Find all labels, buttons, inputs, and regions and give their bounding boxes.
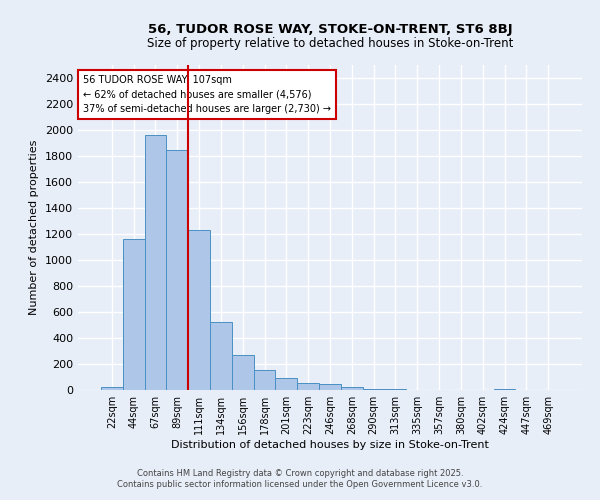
Bar: [232, 355, 254, 390]
Bar: [363, 388, 385, 390]
Bar: [123, 239, 145, 390]
Bar: [297, 383, 319, 390]
Text: Contains HM Land Registry data © Crown copyright and database right 2025.: Contains HM Land Registry data © Crown c…: [137, 468, 463, 477]
Bar: [188, 230, 210, 390]
Bar: [275, 378, 297, 390]
Bar: [341, 387, 363, 390]
Bar: [166, 150, 188, 390]
Text: Size of property relative to detached houses in Stoke-on-Trent: Size of property relative to detached ho…: [147, 38, 513, 51]
Bar: [319, 384, 341, 390]
Text: Contains public sector information licensed under the Open Government Licence v3: Contains public sector information licen…: [118, 480, 482, 489]
Bar: [210, 322, 232, 390]
X-axis label: Distribution of detached houses by size in Stoke-on-Trent: Distribution of detached houses by size …: [171, 440, 489, 450]
Bar: [101, 387, 123, 390]
Text: 56 TUDOR ROSE WAY: 107sqm
← 62% of detached houses are smaller (4,576)
37% of se: 56 TUDOR ROSE WAY: 107sqm ← 62% of detac…: [83, 74, 331, 114]
Text: 56, TUDOR ROSE WAY, STOKE-ON-TRENT, ST6 8BJ: 56, TUDOR ROSE WAY, STOKE-ON-TRENT, ST6 …: [148, 22, 512, 36]
Bar: [145, 135, 166, 390]
Bar: [254, 370, 275, 390]
Y-axis label: Number of detached properties: Number of detached properties: [29, 140, 40, 315]
